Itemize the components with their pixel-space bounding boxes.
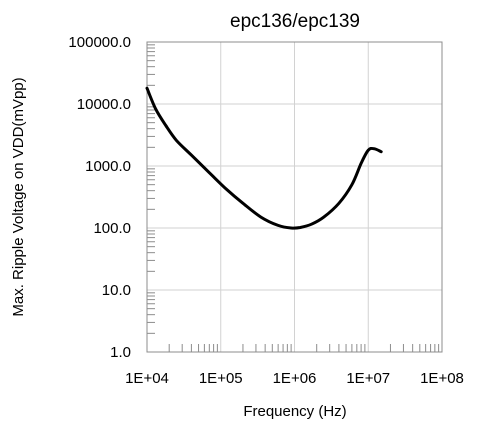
- minor-ticks: [147, 44, 440, 352]
- x-tick-label-4: 1E+08: [420, 370, 464, 387]
- y-tick-label-3: 1000.0: [85, 158, 131, 175]
- y-tick-label-0: 1.0: [110, 344, 131, 361]
- y-axis-label: Max. Ripple Voltage on VDD(mVpp): [10, 77, 27, 316]
- x-tick-label-1: 1E+05: [199, 370, 243, 387]
- chart-title: epc136/epc139: [230, 11, 360, 32]
- y-tick-label-5: 100000.0: [68, 34, 131, 51]
- grid: [146, 41, 443, 353]
- x-tick-labels: 1E+04 1E+05 1E+06 1E+07 1E+08: [125, 370, 464, 387]
- x-axis-label: Frequency (Hz): [243, 403, 346, 420]
- series-layer: [145, 86, 383, 230]
- y-tick-labels: 1.0 10.0 100.0 1000.0 10000.0 100000.0: [68, 34, 131, 361]
- y-tick-label-4: 10000.0: [77, 96, 131, 113]
- y-tick-label-1: 10.0: [102, 282, 131, 299]
- x-tick-label-0: 1E+04: [125, 370, 169, 387]
- y-tick-label-2: 100.0: [93, 220, 131, 237]
- plot-frame: [146, 41, 443, 353]
- series-line-0: [145, 86, 383, 230]
- x-tick-label-2: 1E+06: [273, 370, 317, 387]
- x-tick-label-3: 1E+07: [346, 370, 390, 387]
